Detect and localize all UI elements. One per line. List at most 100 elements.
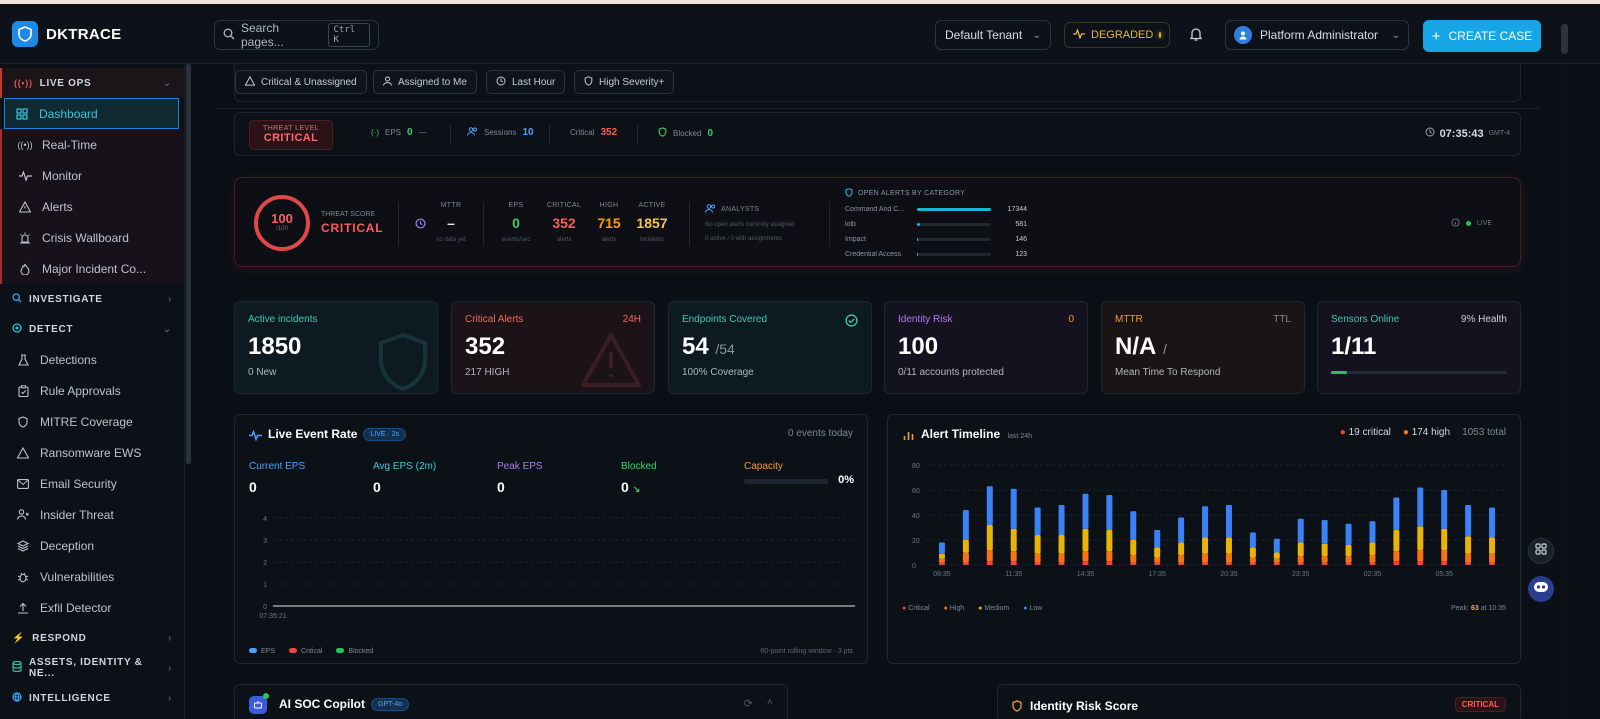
sidebar-item-vulnerabilities[interactable]: Vulnerabilities	[0, 561, 184, 592]
timeline-bar-segment[interactable]	[1321, 556, 1328, 563]
info-icon[interactable]	[1451, 218, 1460, 229]
timeline-bar-segment[interactable]	[1154, 557, 1161, 563]
timeline-bar-segment[interactable]	[1130, 511, 1137, 540]
timeline-bar-segment[interactable]	[1225, 537, 1232, 554]
category-row[interactable]: Command And C... 17344	[845, 202, 1027, 217]
timeline-bar-segment[interactable]	[962, 540, 969, 553]
timeline-bar-segment[interactable]	[1393, 561, 1400, 565]
kpi-identity-risk[interactable]: Identity Risk 0 100 0/11 accounts protec…	[884, 301, 1088, 394]
kpi-mttr[interactable]: MTTR TTL N/A / Mean Time To Respond	[1101, 301, 1305, 394]
timeline-bar-segment[interactable]	[1249, 532, 1256, 548]
timeline-bar-segment[interactable]	[1273, 538, 1280, 553]
timeline-bar-segment[interactable]	[1010, 528, 1017, 552]
timeline-bar-segment[interactable]	[1058, 562, 1065, 566]
category-row[interactable]: lolb 581	[845, 217, 1027, 232]
timeline-bar-segment[interactable]	[1082, 561, 1089, 565]
timeline-bar-segment[interactable]	[1465, 562, 1472, 566]
timeline-bar-segment[interactable]	[1178, 562, 1185, 566]
timeline-bar-segment[interactable]	[1130, 540, 1137, 555]
filter-critical-unassigned[interactable]: Critical & Unassigned	[235, 70, 367, 94]
sidebar-item-dashboard[interactable]: Dashboard	[4, 98, 179, 129]
timeline-bar-segment[interactable]	[1010, 561, 1017, 565]
sidebar-item-rule-approvals[interactable]: Rule Approvals	[0, 375, 184, 406]
timeline-bar-segment[interactable]	[1249, 547, 1256, 558]
sidebar-group-respond[interactable]: ⚡ RESPOND ›	[0, 623, 184, 653]
timeline-bar-segment[interactable]	[1249, 562, 1256, 566]
logo[interactable]: DKTRACE	[12, 21, 121, 47]
apps-grid-button[interactable]	[1528, 538, 1554, 564]
timeline-bar-segment[interactable]	[1130, 555, 1137, 563]
timeline-bar-segment[interactable]	[1297, 518, 1304, 543]
sidebar-item-mitre-coverage[interactable]: MITRE Coverage	[0, 406, 184, 437]
timeline-bar-segment[interactable]	[986, 550, 993, 562]
sidebar-group-live-ops[interactable]: ((•)) LIVE OPS ⌄	[0, 68, 184, 98]
timeline-bar-segment[interactable]	[962, 552, 969, 563]
sidebar-item-alerts[interactable]: Alerts	[0, 191, 184, 222]
timeline-bar-segment[interactable]	[1441, 550, 1448, 562]
system-status-badge[interactable]: DEGRADED	[1064, 22, 1170, 48]
timeline-bar-segment[interactable]	[1321, 543, 1328, 557]
timeline-bar-segment[interactable]	[1393, 551, 1400, 562]
timeline-bar-segment[interactable]	[1345, 556, 1352, 563]
filter-assigned-to-me[interactable]: Assigned to Me	[373, 70, 477, 94]
timeline-bar-segment[interactable]	[1369, 555, 1376, 563]
timeline-bar-segment[interactable]	[1465, 536, 1472, 554]
timeline-bar-segment[interactable]	[1417, 487, 1424, 527]
sidebar-group-intelligence[interactable]: INTELLIGENCE ›	[0, 683, 184, 713]
timeline-bar-segment[interactable]	[1202, 562, 1209, 566]
sidebar-item-deception[interactable]: Deception	[0, 530, 184, 561]
timeline-bar-segment[interactable]	[1178, 517, 1185, 543]
timeline-bar-segment[interactable]	[1225, 562, 1232, 566]
timeline-bar-segment[interactable]	[1345, 523, 1352, 545]
timeline-bar-segment[interactable]	[1154, 562, 1161, 566]
timeline-bar-segment[interactable]	[1058, 505, 1065, 535]
timeline-bar-segment[interactable]	[938, 542, 945, 554]
timeline-bar-segment[interactable]	[1130, 562, 1137, 566]
timeline-bar-segment[interactable]	[1393, 497, 1400, 531]
user-menu[interactable]: Platform Administrator ⌄	[1225, 20, 1409, 50]
sidebar-group-assets[interactable]: ASSETS, IDENTITY & NE... ›	[0, 653, 184, 683]
timeline-bar-segment[interactable]	[1465, 553, 1472, 563]
timeline-bar-segment[interactable]	[1441, 561, 1448, 565]
timeline-bar-segment[interactable]	[1178, 555, 1185, 563]
timeline-bar-segment[interactable]	[1417, 561, 1424, 565]
sidebar-item-real-time[interactable]: ((•)) Real-Time	[0, 129, 184, 160]
timeline-bar-segment[interactable]	[1297, 562, 1304, 566]
timeline-bar-segment[interactable]	[1058, 553, 1065, 563]
timeline-bar-segment[interactable]	[1154, 530, 1161, 548]
sidebar-group-detect[interactable]: DETECT ⌄	[0, 314, 184, 344]
timeline-bar-segment[interactable]	[1154, 547, 1161, 558]
timeline-bar-segment[interactable]	[1297, 542, 1304, 557]
tenant-select[interactable]: Default Tenant ⌄	[935, 20, 1051, 50]
timeline-bar-segment[interactable]	[1082, 528, 1089, 552]
timeline-bar-segment[interactable]	[1106, 551, 1113, 562]
timeline-bar-segment[interactable]	[1106, 561, 1113, 565]
timeline-bar-segment[interactable]	[1489, 507, 1496, 538]
timeline-bar-segment[interactable]	[1082, 493, 1089, 529]
timeline-bar-segment[interactable]	[1106, 530, 1113, 552]
timeline-bar-segment[interactable]	[1202, 537, 1209, 554]
timeline-bar-segment[interactable]	[938, 553, 945, 559]
timeline-bar-segment[interactable]	[1417, 526, 1424, 550]
sidebar-item-insider-threat[interactable]: Insider Threat	[0, 499, 184, 530]
sidebar-item-detections[interactable]: Detections	[0, 344, 184, 375]
timeline-bar-segment[interactable]	[1082, 551, 1089, 562]
timeline-bar-segment[interactable]	[1225, 505, 1232, 538]
timeline-bar-segment[interactable]	[1321, 520, 1328, 544]
sidebar-item-monitor[interactable]: Monitor	[0, 160, 184, 191]
sidebar-group-investigate[interactable]: INVESTIGATE ›	[0, 284, 184, 314]
sidebar-item-email-security[interactable]: Email Security	[0, 468, 184, 499]
timeline-bar-segment[interactable]	[962, 510, 969, 540]
sidebar-item-ransomware-ews[interactable]: Ransomware EWS	[0, 437, 184, 468]
timeline-bar-segment[interactable]	[1345, 562, 1352, 566]
timeline-bar-segment[interactable]	[1393, 530, 1400, 552]
timeline-bar-segment[interactable]	[1202, 506, 1209, 538]
timeline-bar-segment[interactable]	[962, 562, 969, 566]
timeline-bar-segment[interactable]	[1273, 558, 1280, 563]
timeline-bar-segment[interactable]	[1489, 562, 1496, 566]
timeline-bar-segment[interactable]	[1058, 535, 1065, 554]
page-scrollbar-thumb[interactable]	[1561, 24, 1568, 54]
timeline-bar-segment[interactable]	[1202, 553, 1209, 563]
timeline-bar-segment[interactable]	[986, 486, 993, 525]
timeline-bar-segment[interactable]	[1249, 557, 1256, 563]
